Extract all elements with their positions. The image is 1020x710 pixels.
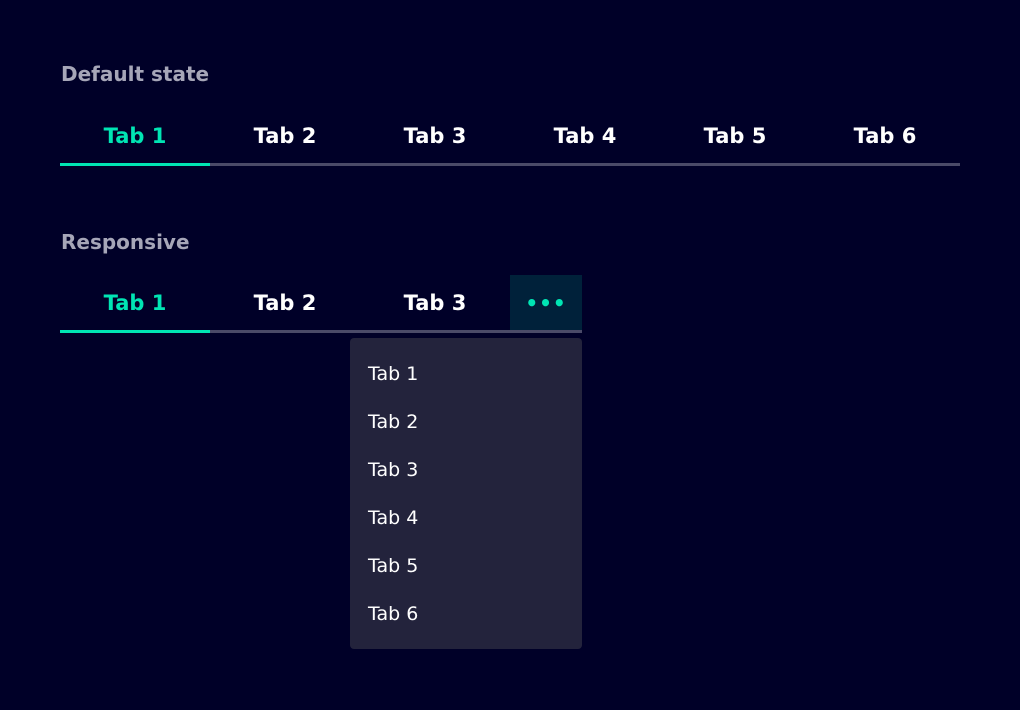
- tab-3[interactable]: Tab 3: [403, 290, 467, 315]
- overflow-menu: Tab 1 Tab 2 Tab 3 Tab 4 Tab 5 Tab 6: [350, 338, 582, 649]
- menu-item-tab-6[interactable]: Tab 6: [368, 603, 419, 625]
- tab-2[interactable]: Tab 2: [253, 123, 317, 148]
- menu-item-tab-4[interactable]: Tab 4: [368, 507, 419, 529]
- section-title-responsive: Responsive: [61, 230, 190, 254]
- menu-item-tab-2[interactable]: Tab 2: [368, 411, 419, 433]
- tab-4[interactable]: Tab 4: [553, 123, 617, 148]
- ellipsis-icon: •••: [525, 290, 567, 315]
- menu-item-tab-3[interactable]: Tab 3: [368, 459, 419, 481]
- tab-5[interactable]: Tab 5: [703, 123, 767, 148]
- section-title-default: Default state: [61, 62, 210, 86]
- tab-bar-responsive: Tab 1 Tab 2 Tab 3 •••: [60, 275, 582, 333]
- more-tabs-button[interactable]: •••: [510, 275, 582, 330]
- tab-3[interactable]: Tab 3: [403, 123, 467, 148]
- menu-item-tab-5[interactable]: Tab 5: [368, 555, 419, 577]
- tab-1[interactable]: Tab 1: [60, 275, 210, 333]
- tab-1[interactable]: Tab 1: [60, 108, 210, 166]
- tab-bar-default: Tab 1 Tab 2 Tab 3 Tab 4 Tab 5 Tab 6: [60, 108, 960, 166]
- tab-6[interactable]: Tab 6: [853, 123, 917, 148]
- menu-item-tab-1[interactable]: Tab 1: [368, 363, 419, 385]
- tab-2[interactable]: Tab 2: [253, 290, 317, 315]
